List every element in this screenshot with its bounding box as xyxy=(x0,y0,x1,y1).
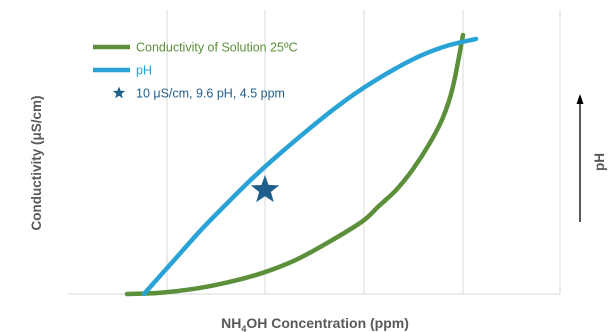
legend: Conductivity of Solution 25ºC pH 10 μS/c… xyxy=(93,41,298,101)
marker-layer xyxy=(250,175,280,203)
x-axis-title: NH4OH Concentration (ppm) xyxy=(221,315,409,332)
legend-label-ph: pH xyxy=(136,64,152,78)
y2-axis-title: pH xyxy=(592,153,607,171)
x-axis-title-subscript: 4 xyxy=(241,324,246,332)
gridlines xyxy=(166,10,561,294)
legend-label-marker: 10 μS/cm, 9.6 pH, 4.5 ppm xyxy=(136,87,285,101)
arrow-up-icon xyxy=(576,94,584,104)
x-axis-title-suffix: OH Concentration (ppm) xyxy=(246,315,409,331)
series-line-conductivity xyxy=(124,32,466,297)
marker-star xyxy=(250,175,280,203)
ph-direction-arrow xyxy=(576,94,584,222)
series-line-ph xyxy=(141,36,479,297)
series-layer xyxy=(124,32,479,297)
legend-star-icon xyxy=(112,86,126,99)
legend-label-conductivity: Conductivity of Solution 25ºC xyxy=(136,41,298,55)
x-axis-title-prefix: NH xyxy=(221,315,241,331)
y-axis-title: Conductivity (μS/cm) xyxy=(29,95,44,230)
